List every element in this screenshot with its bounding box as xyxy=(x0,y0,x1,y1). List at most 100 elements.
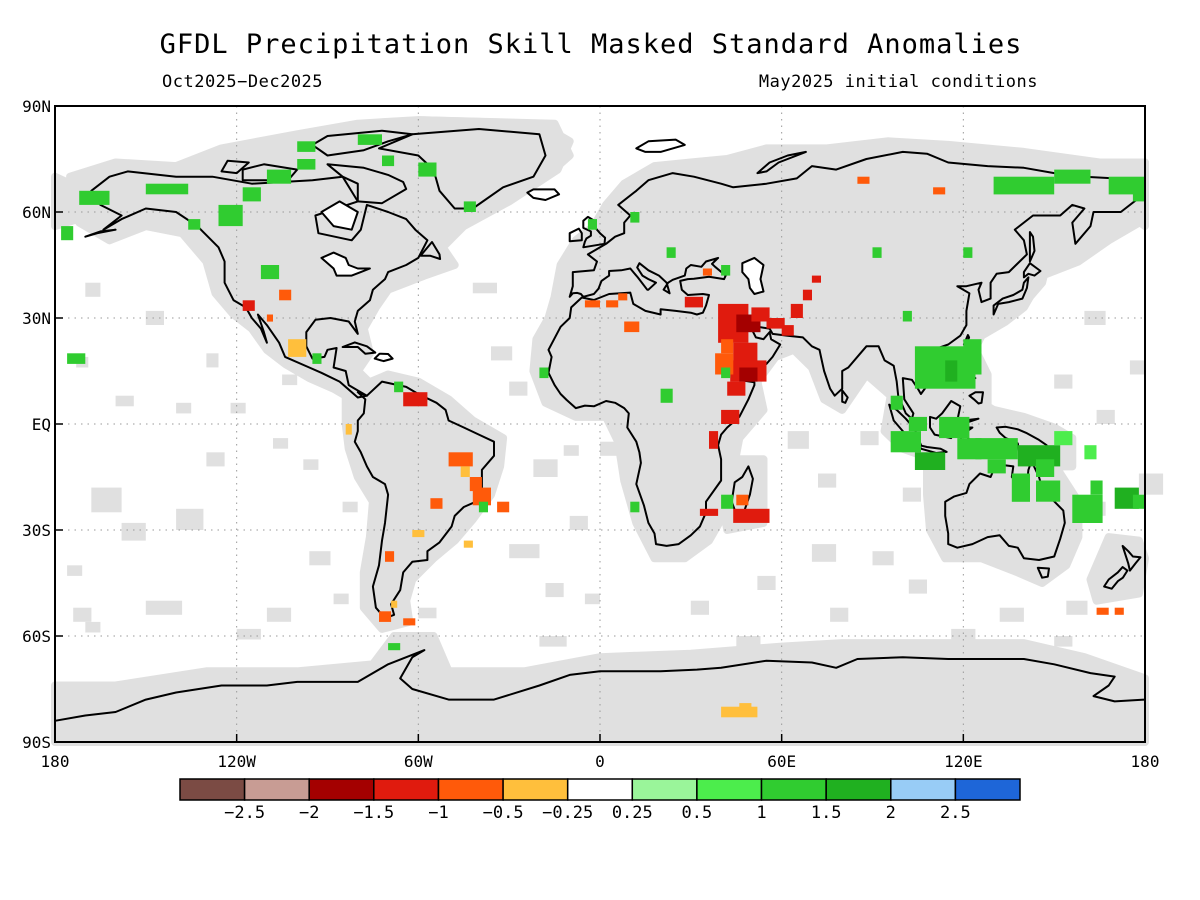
coastline-philippines-mindanao xyxy=(968,391,984,405)
anomaly-patch xyxy=(721,265,731,276)
anomaly-patch xyxy=(1090,480,1103,495)
anomaly-patch xyxy=(266,169,292,184)
skill-mask-ocean-cell xyxy=(176,402,192,414)
skill-mask-ocean-cell xyxy=(787,431,809,449)
anomaly-patch xyxy=(388,643,401,651)
anomaly-patch xyxy=(727,381,746,396)
latitude-label: 60S xyxy=(22,627,51,646)
colorbar-swatch xyxy=(631,778,698,801)
skill-mask-ocean-cell xyxy=(908,579,927,594)
coastline-tasmania xyxy=(1036,566,1050,579)
anomaly-patch xyxy=(61,226,74,241)
anomaly-patch xyxy=(497,501,510,513)
skill-mask-ocean-cell xyxy=(282,374,298,386)
skill-mask-ocean-cell xyxy=(303,459,319,470)
skill-mask-ocean-cell xyxy=(372,565,388,576)
anomaly-patch xyxy=(382,155,395,167)
anomaly-patch xyxy=(1011,473,1030,502)
skill-mask-ocean-cell xyxy=(1138,473,1164,495)
longitude-label: 120W xyxy=(217,752,256,771)
skill-mask-ocean-cell xyxy=(1023,515,1039,530)
coastline-south-america xyxy=(353,380,495,620)
anomaly-patch xyxy=(1054,431,1073,446)
coastline-sakhalin xyxy=(1028,231,1036,263)
anomaly-patch xyxy=(403,392,428,407)
colorbar-swatch xyxy=(437,778,504,801)
lake-caspian xyxy=(741,256,765,295)
anomaly-patch xyxy=(412,530,425,538)
latitude-label: 30N xyxy=(22,309,51,328)
anomaly-patch xyxy=(188,219,201,230)
colorbar-swatch xyxy=(890,778,957,801)
skill-mask-ocean-cell xyxy=(533,459,558,477)
anomaly-patch xyxy=(790,303,803,318)
skill-mask-ocean-cell xyxy=(309,551,331,566)
skill-mask-ocean-cell xyxy=(85,282,101,297)
skill-mask-ocean-cell xyxy=(1129,360,1145,375)
skill-mask-ocean-cell xyxy=(830,607,849,622)
anomaly-patch xyxy=(902,310,912,322)
skill-mask-antarctica xyxy=(51,632,1149,746)
longitude-label: 60W xyxy=(404,752,433,771)
latitude-label: 60N xyxy=(22,203,51,222)
longitude-label: 180 xyxy=(1131,752,1160,771)
anomaly-patch xyxy=(584,300,600,308)
anomaly-patch xyxy=(1036,459,1055,477)
anomaly-patch xyxy=(67,353,86,364)
skill-mask-ocean-cell xyxy=(584,593,600,605)
skill-mask-ocean-cell xyxy=(333,593,349,605)
colorbar-swatch xyxy=(179,778,246,801)
skill-mask-ocean-cell xyxy=(145,600,183,615)
skill-mask-ocean-cell xyxy=(67,565,83,576)
anomaly-patch xyxy=(469,477,482,492)
colorbar-swatch xyxy=(243,778,310,801)
colorbar-label: 1.5 xyxy=(811,803,842,823)
coastline-ireland xyxy=(568,227,583,243)
colorbar-swatch xyxy=(696,778,763,801)
anomaly-patch xyxy=(624,321,640,333)
skill-mask-ocean-cell xyxy=(757,575,776,590)
skill-mask-ocean-cell xyxy=(736,636,761,647)
anomaly-patch xyxy=(733,342,758,364)
anomaly-patch xyxy=(145,183,189,195)
skill-mask-ocean-cell xyxy=(818,473,837,488)
skill-mask-ocean-cell xyxy=(418,607,437,619)
colorbar-swatch xyxy=(308,778,375,801)
map-panel xyxy=(51,105,1164,746)
anomaly-patch xyxy=(890,395,903,410)
colorbar-label: 1 xyxy=(756,803,766,823)
anomaly-patch xyxy=(872,247,882,258)
anomaly-patch xyxy=(733,508,770,523)
anomaly-patch xyxy=(391,600,398,608)
skill-mask-greenland xyxy=(365,116,574,224)
anomaly-patch xyxy=(463,201,476,212)
skill-mask-ocean-cell xyxy=(73,607,92,622)
anomaly-patch xyxy=(630,501,640,513)
coastline-sri-lanka xyxy=(841,389,849,404)
anomaly-patches xyxy=(61,134,1145,718)
anomaly-patch xyxy=(448,452,473,467)
map-title: GFDL Precipitation Skill Masked Standard… xyxy=(160,29,1023,60)
anomaly-patch xyxy=(242,300,255,311)
anomaly-patch xyxy=(472,487,491,506)
skill-mask-ocean-cell xyxy=(273,438,289,449)
skill-mask-ocean-cell xyxy=(206,353,219,368)
latitude-label: 30S xyxy=(22,521,51,540)
skill-mask-ocean-cell xyxy=(1054,636,1073,647)
skill-mask-ocean-cell xyxy=(472,282,497,294)
anomaly-patch xyxy=(478,501,488,513)
anomaly-patch xyxy=(1108,176,1145,195)
longitude-label: 120E xyxy=(944,752,983,771)
colorbar-label: 0.5 xyxy=(682,803,713,823)
anomaly-patch xyxy=(660,388,673,403)
anomaly-patch xyxy=(933,187,946,195)
skill-mask-ocean-cell xyxy=(1054,374,1073,389)
anomaly-patch xyxy=(242,187,261,202)
anomaly-patch xyxy=(539,367,549,379)
coastline-novaya-zemlya xyxy=(756,150,807,175)
skill-mask-japan xyxy=(980,250,1053,322)
anomaly-patch xyxy=(963,247,973,258)
anomaly-patch xyxy=(975,438,1018,460)
coastline-new-zealand-n xyxy=(1121,544,1142,572)
skill-mask-ocean-cell xyxy=(811,544,837,562)
